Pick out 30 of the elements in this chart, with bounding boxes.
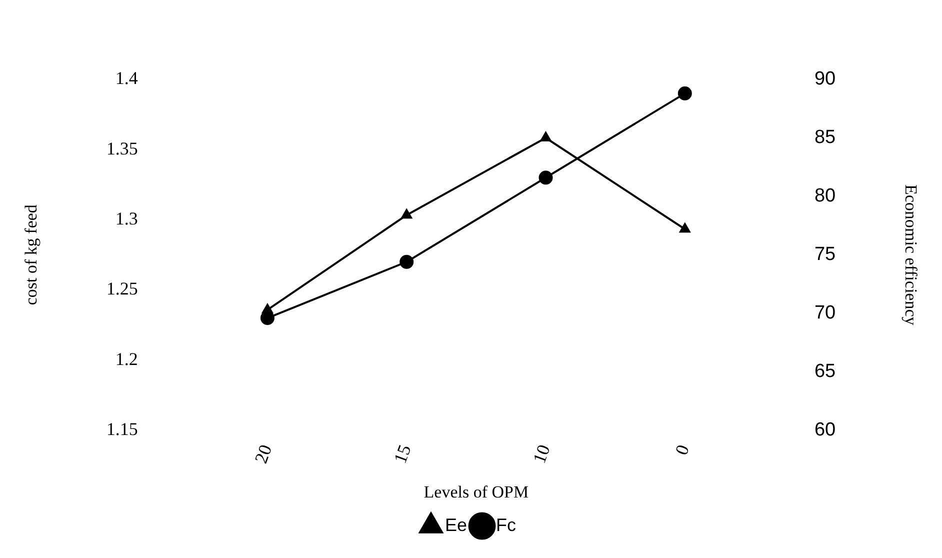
legend-label: Ee (444, 514, 468, 535)
x-tick-label: 15 (390, 442, 415, 466)
x-axis-title: Levels of OPM (424, 482, 529, 502)
y2-tick-label: 85 (814, 127, 836, 148)
x-tick-label: 10 (529, 442, 554, 466)
y-axis-title: cost of kg feed (22, 204, 41, 306)
point (680, 223, 690, 233)
point (540, 132, 552, 142)
point (260, 311, 274, 326)
point (401, 209, 412, 219)
point (400, 254, 414, 269)
legend-label: Fc (496, 514, 516, 535)
y-tick-label: 1.2 (115, 348, 138, 369)
x-tick-label: 20 (250, 442, 276, 466)
point (538, 170, 553, 185)
y-tick-label: 1.4 (115, 68, 138, 88)
y2-tick-label: 60 (814, 420, 836, 441)
y-tick-label: 1.35 (106, 138, 138, 158)
x-tick-label: 0 (671, 442, 694, 458)
y2-tick-label: 65 (814, 361, 836, 382)
y2-axis-title: Economic efficiency (901, 184, 920, 326)
y-tick-label: 1.15 (106, 419, 138, 440)
y2-tick-label: 70 (814, 302, 836, 324)
point (678, 86, 692, 100)
y2-tick-label: 75 (814, 244, 836, 266)
y2-tick-label: 80 (814, 186, 836, 207)
point (262, 304, 273, 314)
y-tick-label: 1.3 (115, 208, 138, 228)
y-tick-label: 1.25 (106, 278, 138, 299)
y2-tick-label: 90 (814, 68, 836, 90)
